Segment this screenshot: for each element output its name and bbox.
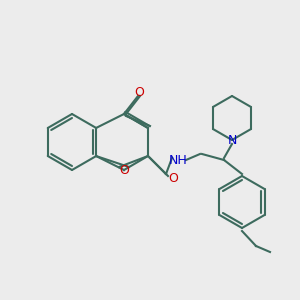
Text: O: O <box>168 172 178 185</box>
Text: O: O <box>134 85 144 98</box>
Text: O: O <box>119 164 129 178</box>
Text: NH: NH <box>169 154 188 166</box>
Text: N: N <box>227 134 237 146</box>
